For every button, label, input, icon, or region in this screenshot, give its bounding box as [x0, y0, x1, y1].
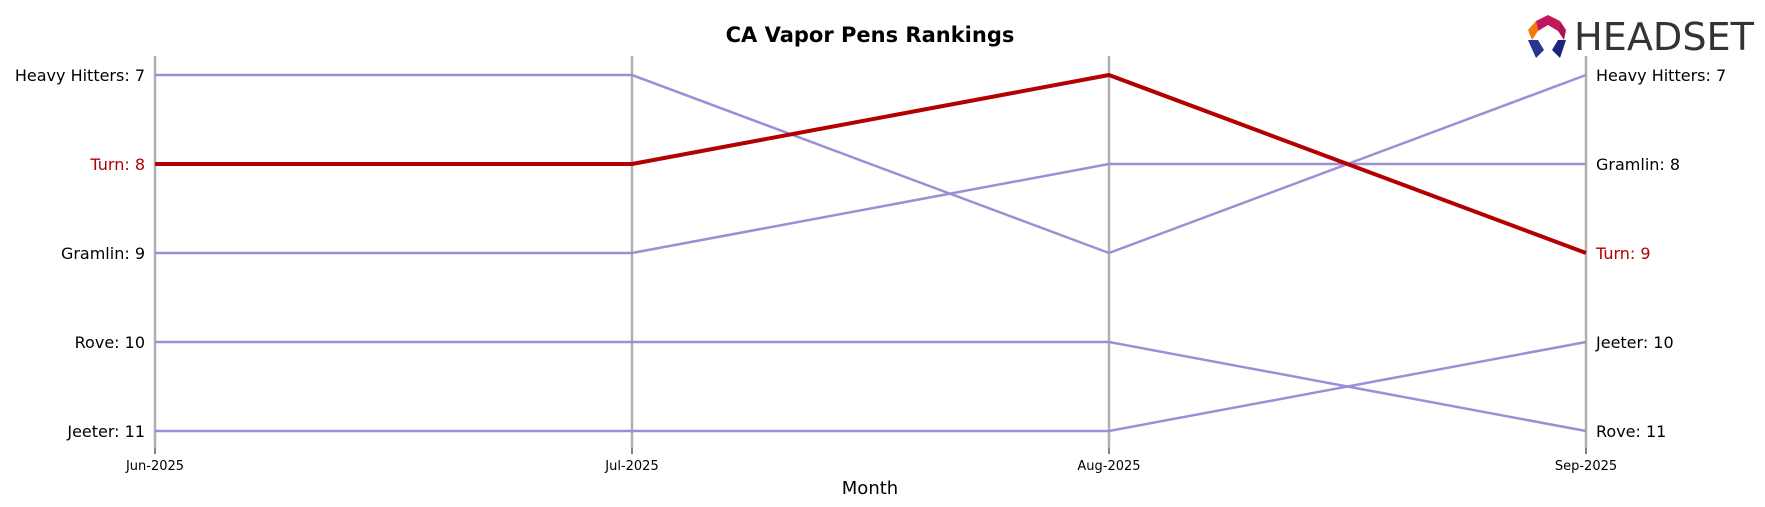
right-label: Gramlin: 8: [1596, 155, 1680, 174]
right-label: Rove: 11: [1596, 422, 1666, 441]
x-tick-label: Aug-2025: [1077, 459, 1140, 474]
left-label: Rove: 10: [75, 333, 145, 352]
x-axis-label: Month: [842, 478, 898, 499]
x-tick-label: Jun-2025: [125, 459, 184, 474]
chart-title: CA Vapor Pens Rankings: [726, 23, 1015, 47]
series-line-gramlin: [155, 162, 1586, 255]
left-label: Gramlin: 9: [61, 244, 145, 263]
series-lines: [155, 73, 1587, 433]
right-label: Heavy Hitters: 7: [1596, 66, 1726, 85]
headset-logo-text: HEADSET: [1574, 15, 1755, 59]
end-labels: Heavy Hitters: 7 Turn: 8 Gramlin: 9 Rove: 1…: [15, 66, 1726, 441]
series-line-jeeter: [155, 340, 1587, 433]
headset-logo: HEADSET: [1528, 15, 1755, 59]
right-label: Turn: 9: [1595, 244, 1651, 263]
series-line-turn: [155, 73, 1587, 255]
headset-logo-icon: [1528, 15, 1566, 58]
x-tick-label: Jul-2025: [604, 459, 658, 474]
x-axis-ticks: Jun-2025 Jul-2025 Aug-2025 Sep-2025: [125, 448, 1617, 474]
left-label: Heavy Hitters: 7: [15, 66, 145, 85]
left-label: Jeeter: 11: [66, 422, 145, 441]
x-tick-label: Sep-2025: [1555, 459, 1617, 474]
series-line-rove: [155, 340, 1587, 433]
left-label: Turn: 8: [89, 155, 145, 174]
right-label: Jeeter: 10: [1595, 333, 1674, 352]
